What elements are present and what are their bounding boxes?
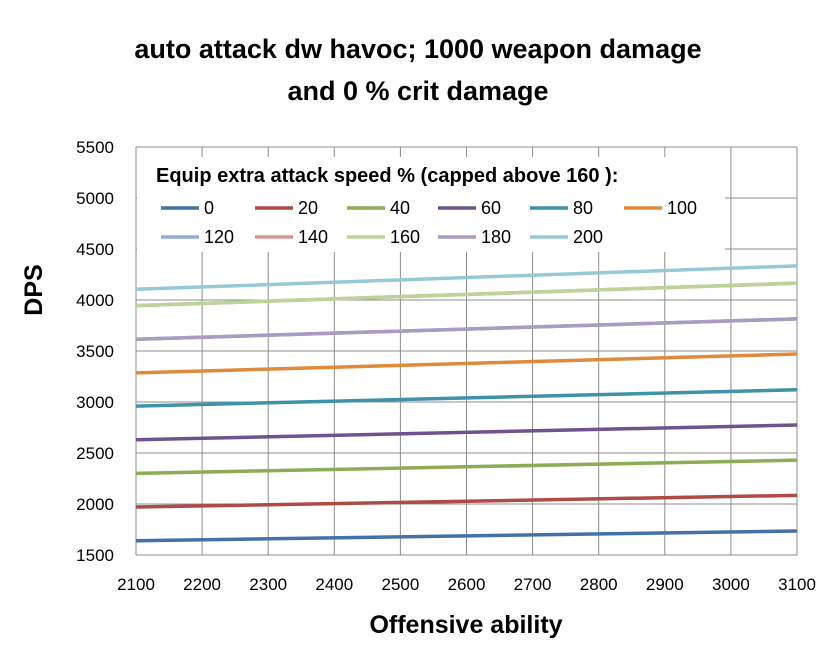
- x-tick-label: 2700: [514, 575, 552, 594]
- y-tick-label: 3000: [76, 393, 114, 412]
- legend-label-180: 180: [481, 227, 511, 247]
- y-tick-label: 4500: [76, 240, 114, 259]
- legend-label-80: 80: [573, 198, 593, 218]
- series-line-160: [135, 281, 798, 308]
- legend-label-40: 40: [390, 198, 410, 218]
- x-tick-label: 2600: [448, 575, 486, 594]
- y-tick-label: 2000: [76, 495, 114, 514]
- legend-label-140: 140: [298, 227, 328, 247]
- y-axis-label: DPS: [20, 264, 48, 315]
- legend-label-20: 20: [298, 198, 318, 218]
- series-line-20: [135, 493, 798, 509]
- chart-title-line-1: auto attack dw havoc; 1000 weapon damage: [134, 34, 702, 64]
- x-tick-label: 2800: [580, 575, 618, 594]
- legend-title: Equip extra attack speed % (capped above…: [156, 165, 618, 187]
- y-tick-label: 3500: [76, 342, 114, 361]
- y-tick-label: 4000: [76, 291, 114, 310]
- legend-label-160: 160: [390, 227, 420, 247]
- legend-box: [137, 157, 725, 252]
- x-tick-label: 2900: [646, 575, 684, 594]
- legend-background: [137, 157, 725, 252]
- legend: Equip extra attack speed % (capped above…: [156, 165, 697, 247]
- x-tick-label: 3000: [712, 575, 750, 594]
- legend-label-100: 100: [667, 198, 697, 218]
- chart-title: auto attack dw havoc; 1000 weapon damage…: [0, 28, 836, 112]
- y-tick-label: 5000: [76, 189, 114, 208]
- y-tick-label: 2500: [76, 444, 114, 463]
- x-axis-label: Offensive ability: [369, 611, 562, 639]
- legend-label-60: 60: [481, 198, 501, 218]
- x-tick-label: 2200: [183, 575, 221, 594]
- series-line-0: [135, 529, 798, 543]
- series-line-80: [135, 388, 798, 408]
- y-tick-label: 1500: [76, 546, 114, 565]
- legend-label-200: 200: [573, 227, 603, 247]
- tick-labels: 2100 2200 2300 2400 2500 2600 2700 2800 2900 3000…: [76, 138, 816, 594]
- x-tick-label: 2100: [117, 575, 155, 594]
- series-line-100: [135, 352, 798, 375]
- x-tick-label: 2500: [381, 575, 419, 594]
- chart-title-line-2: and 0 % crit damage: [287, 76, 549, 106]
- series-line-60: [135, 423, 798, 442]
- x-tick-label: 2400: [315, 575, 353, 594]
- series-lines: [135, 264, 798, 543]
- y-tick-label: 5500: [76, 138, 114, 157]
- series-line-40: [135, 458, 798, 476]
- x-tick-label: 2300: [249, 575, 287, 594]
- x-tick-label: 3100: [778, 575, 816, 594]
- legend-label-120: 120: [204, 227, 234, 247]
- series-line-180: [135, 317, 798, 342]
- series-line-200: [135, 264, 798, 292]
- legend-label-0: 0: [204, 198, 214, 218]
